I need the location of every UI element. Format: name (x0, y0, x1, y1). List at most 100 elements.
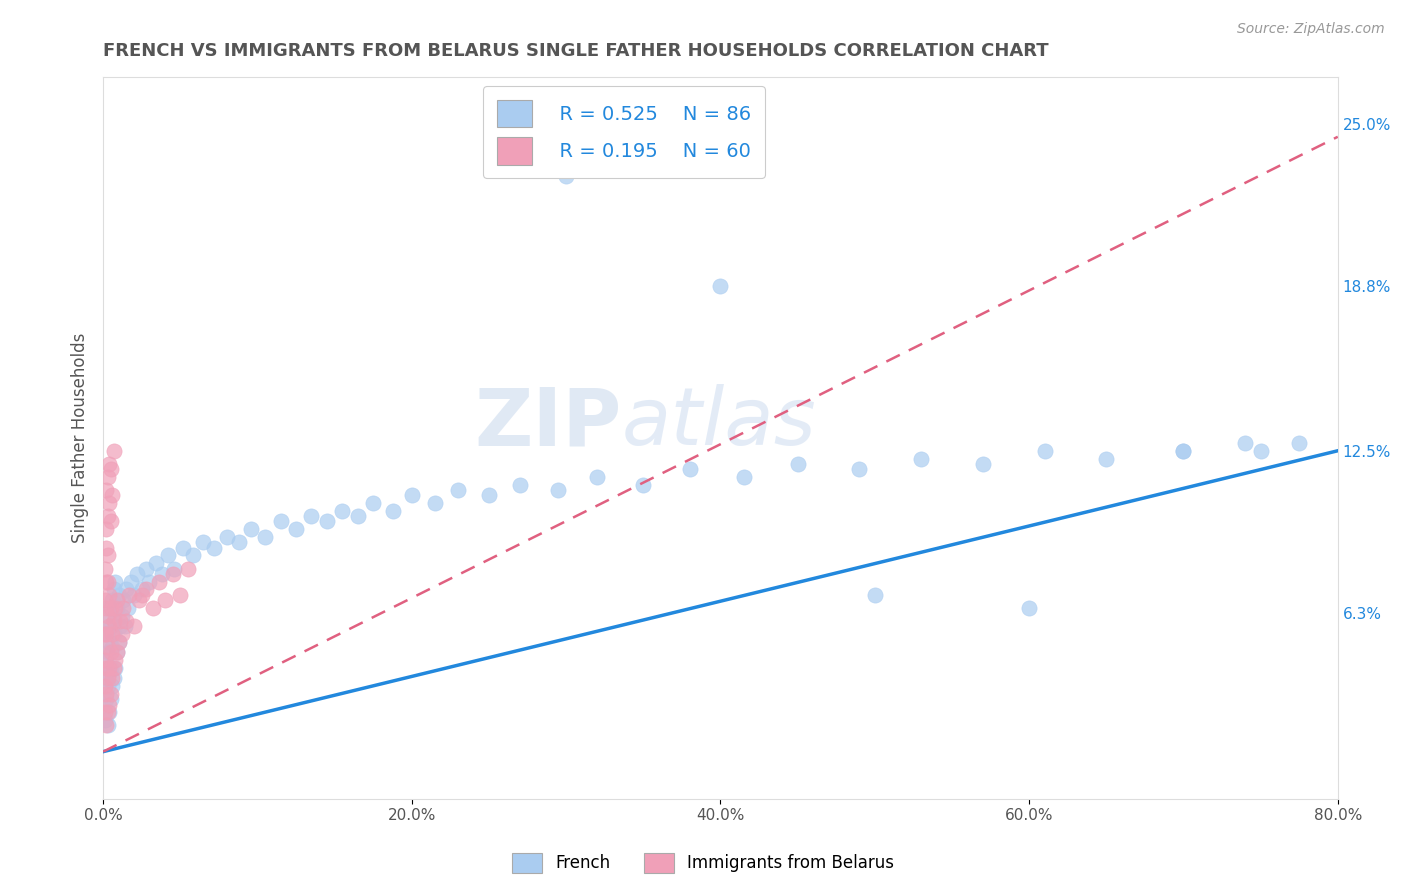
Point (101, 593, 124, 607)
Point (346, 509, 368, 524)
Point (93, 679, 115, 693)
Point (786, 457, 808, 471)
Point (104, 661, 127, 675)
Point (301, 509, 323, 524)
Point (93, 561, 115, 575)
Point (910, 451, 932, 466)
Point (145, 556, 167, 570)
Point (103, 582, 125, 597)
Point (177, 561, 200, 575)
Point (96, 600, 118, 615)
Point (96, 653, 118, 667)
Point (270, 515, 292, 529)
Point (103, 614, 125, 628)
Point (103, 672, 125, 686)
Point (96, 627, 118, 641)
Point (101, 679, 124, 693)
Point (103, 661, 125, 675)
Point (103, 627, 125, 641)
Point (972, 457, 994, 471)
Point (93, 653, 115, 667)
Point (105, 593, 128, 607)
Point (131, 582, 153, 597)
Point (98, 706, 121, 720)
Point (96, 541, 118, 555)
Point (97, 679, 120, 693)
Point (98, 634, 121, 648)
Point (330, 504, 353, 518)
Point (101, 627, 124, 641)
Point (107, 634, 129, 648)
Point (678, 462, 700, 476)
Point (105, 645, 128, 659)
Point (125, 566, 148, 581)
Point (98, 600, 121, 615)
Point (96, 522, 118, 536)
Point (193, 535, 215, 549)
Point (97, 706, 120, 720)
Point (93, 672, 115, 686)
Point (181, 549, 204, 563)
Point (104, 574, 127, 589)
Point (423, 496, 446, 510)
Point (105, 645, 128, 659)
Point (101, 488, 124, 502)
Point (101, 640, 124, 654)
Point (555, 169, 578, 183)
Point (135, 561, 157, 575)
Point (104, 614, 127, 628)
Point (97, 574, 120, 589)
Point (169, 588, 191, 602)
Point (478, 488, 501, 502)
Point (93, 713, 115, 727)
Point (1173, 443, 1195, 458)
Point (163, 561, 186, 575)
Point (733, 470, 755, 484)
Point (709, 279, 731, 293)
Point (361, 496, 384, 510)
Point (131, 588, 153, 602)
Point (156, 549, 179, 563)
Point (128, 593, 150, 607)
Point (96, 483, 118, 497)
Point (96, 661, 118, 675)
Point (1173, 443, 1195, 458)
Point (863, 588, 886, 602)
Point (101, 672, 124, 686)
Point (96, 574, 118, 589)
Point (100, 661, 122, 675)
Point (111, 627, 134, 641)
Text: atlas: atlas (621, 384, 817, 462)
Point (100, 462, 122, 476)
Point (105, 600, 128, 615)
Point (96, 687, 118, 701)
Point (100, 687, 122, 701)
Point (118, 588, 141, 602)
Point (97, 645, 120, 659)
Point (401, 488, 423, 502)
Point (115, 582, 138, 597)
Point (240, 522, 263, 536)
Point (848, 462, 870, 476)
Point (98, 661, 121, 675)
Point (97, 470, 120, 484)
Point (254, 530, 277, 544)
Point (103, 443, 125, 458)
Point (162, 566, 184, 581)
Point (93, 627, 115, 641)
Point (100, 645, 122, 659)
Point (98, 588, 121, 602)
Point (97, 718, 120, 732)
Point (96, 627, 118, 641)
Point (97, 614, 120, 628)
Point (97, 509, 120, 524)
Point (100, 692, 122, 706)
Point (135, 582, 157, 597)
Point (1095, 451, 1118, 466)
Point (1250, 443, 1272, 458)
Point (104, 653, 127, 667)
Point (122, 619, 145, 633)
Point (100, 600, 122, 615)
Point (547, 483, 569, 497)
Point (228, 535, 250, 549)
